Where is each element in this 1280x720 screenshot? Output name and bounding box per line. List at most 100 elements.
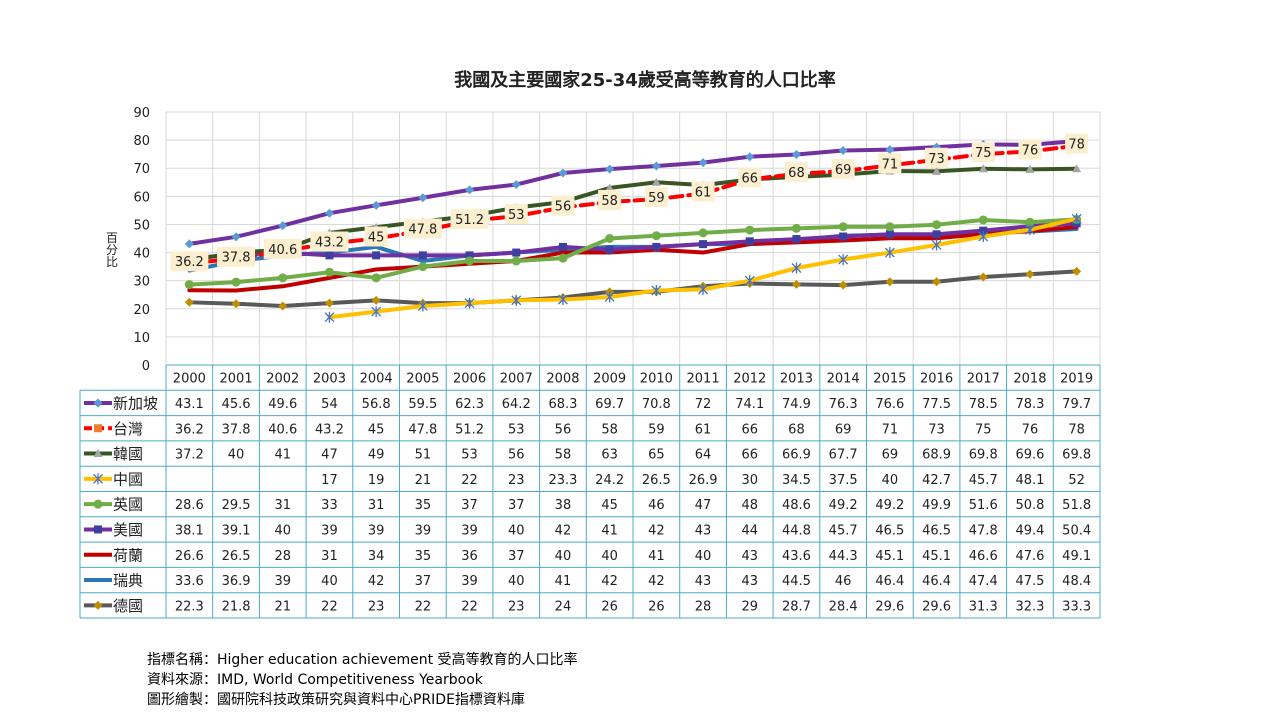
table-cell: 47.6 xyxy=(1015,549,1044,564)
data-point xyxy=(231,232,241,242)
table-cell: 29.6 xyxy=(922,599,951,614)
table-cell: 66.9 xyxy=(782,448,811,463)
data-point xyxy=(184,239,194,249)
x-tick-label: 2001 xyxy=(220,372,253,387)
table-cell: 26.5 xyxy=(642,473,671,488)
x-tick-label: 2014 xyxy=(827,372,860,387)
data-point xyxy=(652,242,661,251)
data-label: 36.2 xyxy=(175,255,204,270)
data-point xyxy=(838,222,848,232)
data-label: 73 xyxy=(928,152,945,167)
data-point xyxy=(931,239,942,251)
data-label-box xyxy=(831,159,855,180)
chart-title: 我國及主要國家25-34歲受高等教育的人口比率 xyxy=(454,69,836,91)
table-cell: 22 xyxy=(461,599,478,614)
table-cell: 49.6 xyxy=(268,397,297,412)
data-point xyxy=(932,230,941,239)
data-label: 53 xyxy=(508,208,525,223)
data-label: 59 xyxy=(648,191,665,206)
table-cell: 63 xyxy=(601,448,618,463)
table-cell: 41 xyxy=(648,549,665,564)
data-point xyxy=(698,228,708,238)
data-point xyxy=(511,256,521,266)
table-cell: 40 xyxy=(882,473,899,488)
data-point xyxy=(511,294,522,306)
table-cell: 37.8 xyxy=(222,422,251,437)
data-label-box xyxy=(971,142,995,163)
table-cell: 49.2 xyxy=(829,498,858,513)
data-point xyxy=(371,200,381,210)
data-label-box xyxy=(598,189,622,210)
data-label-box xyxy=(784,161,808,182)
table-cell: 44 xyxy=(741,523,758,538)
y-tick-label: 80 xyxy=(133,134,150,149)
data-point xyxy=(231,299,241,309)
table-cell: 46.4 xyxy=(922,574,951,589)
table-cell: 71 xyxy=(882,422,899,437)
y-tick-label: 40 xyxy=(133,247,150,262)
table-cell: 29 xyxy=(741,599,758,614)
line-chart: 我國及主要國家25-34歲受高等教育的人口比率 0 10 20 30 40 50 60 70 80… xyxy=(79,69,1101,619)
legend-label: 美國 xyxy=(113,521,143,539)
table-cell: 46 xyxy=(648,498,665,513)
table-cell: 40 xyxy=(228,448,245,463)
table-cell: 47.8 xyxy=(969,523,998,538)
data-point xyxy=(465,251,474,260)
data-label: 45 xyxy=(368,231,385,246)
data-point xyxy=(278,301,288,311)
table-cell: 35 xyxy=(415,498,432,513)
table-cell: 33 xyxy=(321,498,338,513)
y-tick-label: 50 xyxy=(133,218,150,233)
y-tick-label: 60 xyxy=(133,190,150,205)
x-tick-label: 2018 xyxy=(1013,372,1046,387)
data-point xyxy=(324,208,334,218)
table-cell: 39 xyxy=(321,523,338,538)
data-label: 69 xyxy=(835,163,852,178)
data-label-box xyxy=(551,195,575,216)
y-axis-label: 百分比 xyxy=(106,231,118,269)
table-cell: 52 xyxy=(1068,473,1085,488)
table-cell: 68.3 xyxy=(548,397,577,412)
table-cell: 79.7 xyxy=(1062,397,1091,412)
data-point xyxy=(371,306,382,318)
data-point xyxy=(745,152,755,162)
table-cell: 53 xyxy=(461,448,478,463)
table-cell: 45 xyxy=(601,498,618,513)
table-cell: 21.8 xyxy=(222,599,251,614)
table-cell: 46.4 xyxy=(875,574,904,589)
y-tick-label: 70 xyxy=(133,162,150,177)
table-cell: 66 xyxy=(741,422,758,437)
table-cell: 38 xyxy=(555,498,572,513)
table-cell: 31 xyxy=(321,549,338,564)
table-cell: 58 xyxy=(601,422,618,437)
y-axis-label-char: 分 xyxy=(106,243,118,257)
table-cell: 22 xyxy=(415,599,432,614)
table-cell: 51 xyxy=(415,448,432,463)
x-tick-label: 2003 xyxy=(313,372,346,387)
data-point xyxy=(558,168,568,178)
data-point xyxy=(278,273,288,283)
table-cell: 39 xyxy=(461,574,478,589)
data-point xyxy=(93,473,103,485)
table-cell: 39 xyxy=(368,523,385,538)
table-cell: 43.6 xyxy=(782,549,811,564)
table-cell: 76.6 xyxy=(875,397,904,412)
table-cell: 43 xyxy=(741,549,758,564)
table-cell: 28 xyxy=(695,599,712,614)
data-point xyxy=(372,251,381,260)
table-cell: 47.4 xyxy=(969,574,998,589)
data-point xyxy=(418,251,427,260)
data-label: 47.8 xyxy=(408,223,437,238)
table-cell: 46.6 xyxy=(969,549,998,564)
data-point xyxy=(1072,266,1082,276)
table-cell: 56 xyxy=(508,448,525,463)
data-point xyxy=(885,277,895,287)
table-cell: 43 xyxy=(741,574,758,589)
data-point xyxy=(371,273,381,283)
data-label-box xyxy=(1018,139,1042,160)
data-point xyxy=(371,295,381,305)
legend-label: 荷蘭 xyxy=(113,546,143,564)
table-cell: 59.5 xyxy=(408,397,437,412)
table-cell: 26.9 xyxy=(689,473,718,488)
table-cell: 69.7 xyxy=(595,397,624,412)
